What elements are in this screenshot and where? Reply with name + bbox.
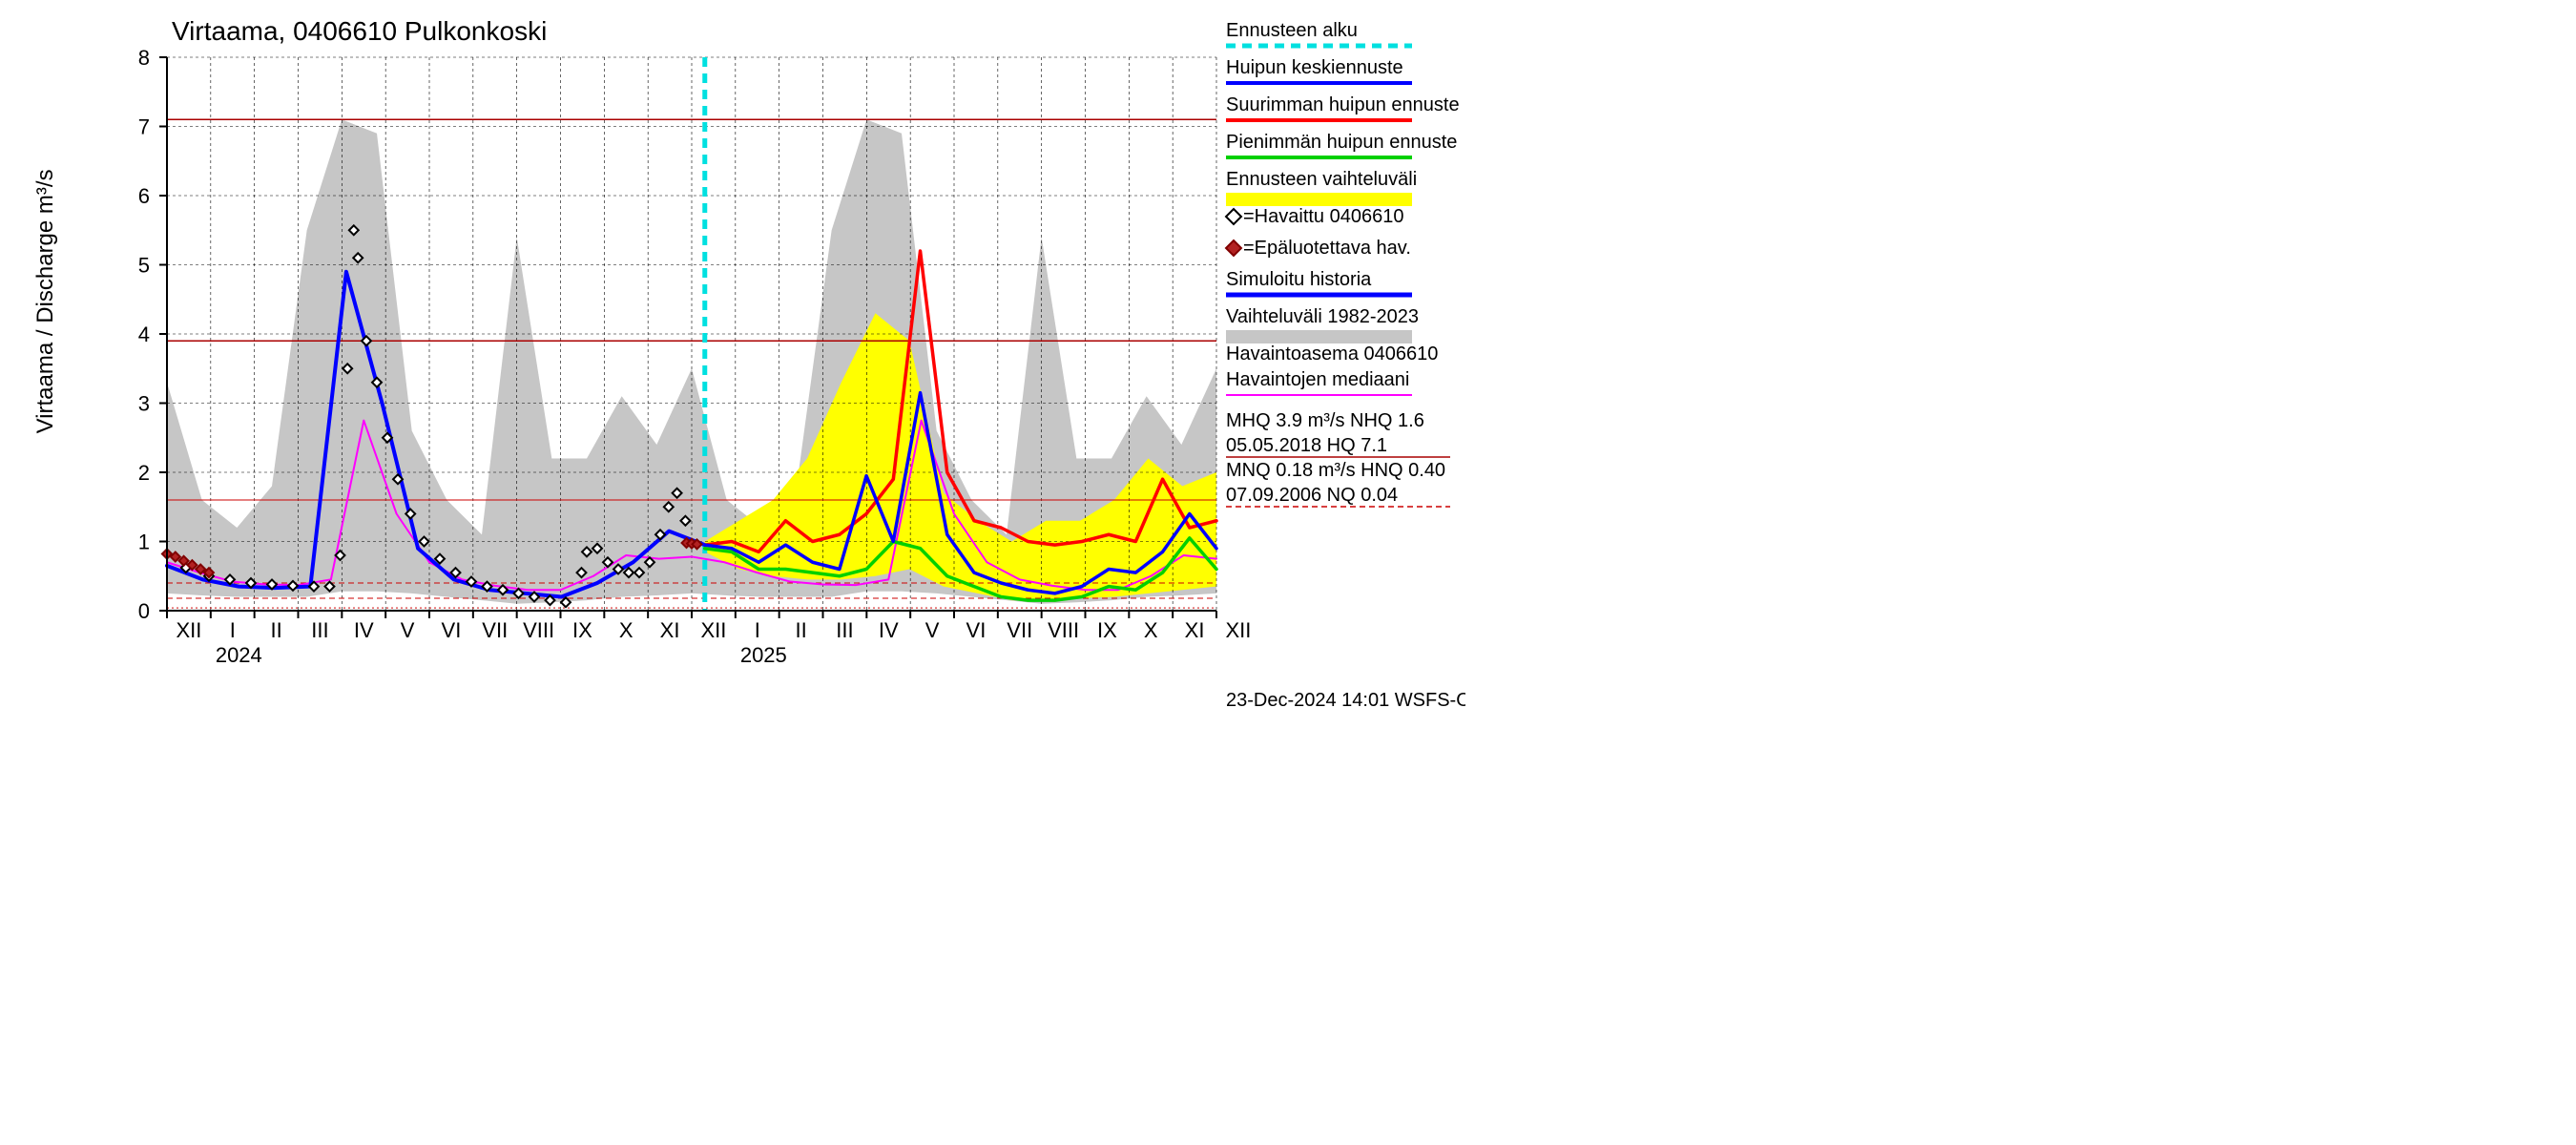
legend-label: Ennusteen alku <box>1226 20 1358 41</box>
month-label: XII <box>700 618 726 642</box>
month-label: X <box>1144 618 1158 642</box>
month-label: XI <box>1185 618 1205 642</box>
discharge-chart: 012345678XIIIIIIIIIVVVIVIIVIIIIXXXIXIIII… <box>0 0 1465 723</box>
month-label: VI <box>442 618 462 642</box>
year-label: 2025 <box>740 643 787 667</box>
legend-label: Vaihteluväli 1982-2023 <box>1226 306 1419 327</box>
chart-footer: 23-Dec-2024 14:01 WSFS-O <box>1226 690 1465 711</box>
year-label: 2024 <box>216 643 262 667</box>
month-label: III <box>836 618 853 642</box>
y-tick-label: 0 <box>138 599 150 623</box>
y-tick-label: 5 <box>138 254 150 278</box>
y-tick-label: 6 <box>138 184 150 208</box>
legend-label: =Havaittu 0406610 <box>1243 206 1403 227</box>
month-label: XII <box>176 618 201 642</box>
chart-title: Virtaama, 0406610 Pulkonkoski <box>172 16 547 46</box>
legend-stat: 07.09.2006 NQ 0.04 <box>1226 485 1398 506</box>
y-axis-label: Virtaama / Discharge m³/s <box>32 169 58 433</box>
month-label: II <box>795 618 806 642</box>
month-label: I <box>755 618 760 642</box>
month-label: VI <box>966 618 987 642</box>
legend-label: Simuloitu historia <box>1226 269 1372 290</box>
month-label: X <box>619 618 634 642</box>
y-tick-label: 8 <box>138 46 150 70</box>
month-label: IX <box>572 618 592 642</box>
month-label: IV <box>879 618 899 642</box>
y-tick-label: 1 <box>138 531 150 554</box>
month-label: I <box>230 618 236 642</box>
legend-label: Suurimman huipun ennuste <box>1226 94 1460 115</box>
legend-stat: 05.05.2018 HQ 7.1 <box>1226 435 1387 456</box>
y-tick-label: 7 <box>138 115 150 139</box>
month-label: IV <box>354 618 374 642</box>
legend-label: Ennusteen vaihteluväli <box>1226 169 1417 190</box>
month-label: VIII <box>523 618 554 642</box>
month-label: IX <box>1097 618 1117 642</box>
month-label: VII <box>482 618 508 642</box>
y-tick-label: 2 <box>138 461 150 485</box>
month-label: V <box>925 618 940 642</box>
month-label: V <box>401 618 415 642</box>
month-label: XI <box>660 618 680 642</box>
legend-sublabel: Havaintoasema 0406610 <box>1226 344 1438 364</box>
month-label: VIII <box>1048 618 1079 642</box>
month-label: II <box>270 618 281 642</box>
legend-stat: MNQ 0.18 m³/s HNQ 0.40 <box>1226 460 1445 481</box>
month-label: VII <box>1007 618 1032 642</box>
month-label: XII <box>1225 618 1251 642</box>
y-tick-label: 4 <box>138 323 150 346</box>
y-tick-label: 3 <box>138 392 150 416</box>
legend-label: Havaintojen mediaani <box>1226 369 1409 390</box>
legend-label: Huipun keskiennuste <box>1226 57 1403 78</box>
month-label: III <box>311 618 328 642</box>
legend-stat: MHQ 3.9 m³/s NHQ 1.6 <box>1226 410 1424 431</box>
chart-svg: 012345678XIIIIIIIIIVVVIVIIVIIIIXXXIXIIII… <box>0 0 1465 723</box>
legend-label: =Epäluotettava hav. <box>1243 238 1411 259</box>
legend-label: Pienimmän huipun ennuste <box>1226 132 1457 153</box>
